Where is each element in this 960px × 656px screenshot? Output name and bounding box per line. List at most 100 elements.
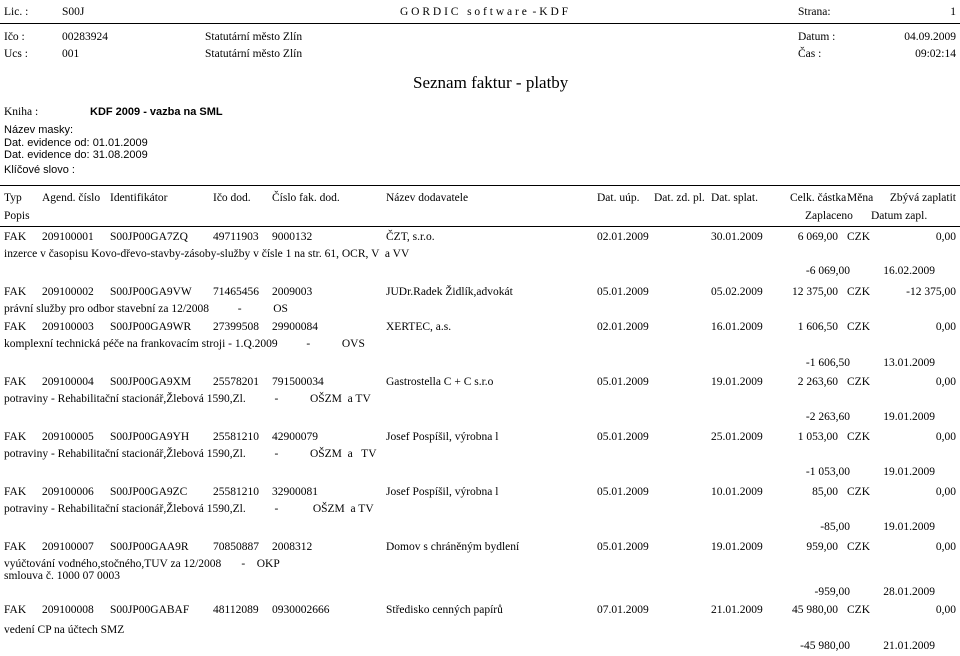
record-popis-2: smlouva č. 1000 07 0003 <box>4 570 120 582</box>
record-typ: FAK <box>4 431 27 443</box>
record-zbyva: -12 375,00 <box>906 286 956 298</box>
record-ico: 48112089 <box>213 604 259 616</box>
record-ident: S00JP00GA9XM <box>110 376 192 388</box>
record-uup: 07.01.2009 <box>597 604 649 616</box>
record-nazev: JUDr.Radek Židlík,advokát <box>386 286 513 298</box>
record-typ: FAK <box>4 231 27 243</box>
record-datum-zapl: 28.01.2009 <box>883 586 935 598</box>
record-mena: CZK <box>847 604 870 616</box>
record-zaplaceno: -2 263,60 <box>805 411 850 423</box>
col-zaplaceno: Zaplaceno <box>805 210 853 222</box>
lic-label: Lic. : <box>4 6 29 18</box>
record-cislo: 42900079 <box>272 431 318 443</box>
col-zdpl: Dat. zd. pl. <box>654 192 705 204</box>
record-popis: potraviny - Rehabilitační stacionář,Žleb… <box>4 393 371 405</box>
record-cislo: 0930002666 <box>272 604 330 616</box>
maska-label: Název masky: <box>4 124 74 136</box>
ico-label: Ičo : <box>4 31 25 43</box>
record-splat: 21.01.2009 <box>711 604 763 616</box>
record-popis: právní služby pro odbor stavební za 12/2… <box>4 303 288 315</box>
record-splat: 25.01.2009 <box>711 431 763 443</box>
record-zaplaceno: -85,00 <box>820 521 850 533</box>
record-ico: 25581210 <box>213 486 259 498</box>
software-name: G O R D I C s o f t w a r e - K D F <box>400 6 569 18</box>
record-mena: CZK <box>847 321 870 333</box>
kniha-label: Kniha : <box>4 106 39 118</box>
record-uup: 02.01.2009 <box>597 231 649 243</box>
record-zbyva: 0,00 <box>935 321 956 333</box>
record-ident: S00JP00GA9WR <box>110 321 192 333</box>
columns-top-divider <box>0 185 960 186</box>
record-agend: 209100004 <box>42 376 94 388</box>
record-typ: FAK <box>4 541 27 553</box>
record-typ: FAK <box>4 286 27 298</box>
record-ident: S00JP00GA7ZQ <box>110 231 188 243</box>
columns-bottom-divider <box>0 226 960 227</box>
record-castka: 6 069,00 <box>797 231 838 243</box>
evidence-to: Dat. evidence do: 31.08.2009 <box>4 149 148 161</box>
col-agend: Agend. číslo <box>42 192 101 204</box>
date-value: 04.09.2009 <box>904 31 956 43</box>
time-value: 09:02:14 <box>915 48 956 60</box>
record-cislo: 29900084 <box>272 321 318 333</box>
record-castka: 2 263,60 <box>797 376 838 388</box>
record-agend: 209100001 <box>42 231 94 243</box>
record-cislo: 9000132 <box>272 231 313 243</box>
kniha-value: KDF 2009 - vazba na SML <box>90 106 223 118</box>
record-zbyva: 0,00 <box>935 431 956 443</box>
invoice-record: FAK 209100006 S00JP00GA9ZC 25581210 3290… <box>0 486 960 541</box>
date-label: Datum : <box>798 31 836 43</box>
record-nazev: Josef Pospíšil, výrobna l <box>386 431 499 443</box>
page-label: Strana: <box>798 6 831 18</box>
record-zbyva: 0,00 <box>935 231 956 243</box>
col-cislo: Číslo fak. dod. <box>272 192 340 204</box>
record-zbyva: 0,00 <box>935 541 956 553</box>
col-datum-zapl: Datum zapl. <box>871 210 928 222</box>
record-nazev: Gastrostella C + C s.r.o <box>386 376 494 388</box>
record-mena: CZK <box>847 541 870 553</box>
record-ico: 27399508 <box>213 321 259 333</box>
page-number: 1 <box>950 6 956 18</box>
record-zaplaceno: -6 069,00 <box>805 265 850 277</box>
record-uup: 05.01.2009 <box>597 541 649 553</box>
record-castka: 85,00 <box>812 486 838 498</box>
organization-name: Statutární město Zlín <box>205 31 303 43</box>
record-ico: 25581210 <box>213 431 259 443</box>
record-ico: 49711903 <box>213 231 259 243</box>
keyword-label: Klíčové slovo : <box>4 164 75 176</box>
record-agend: 209100008 <box>42 604 94 616</box>
record-splat: 19.01.2009 <box>711 376 763 388</box>
record-cislo: 32900081 <box>272 486 318 498</box>
organization-name-2: Statutární město Zlín <box>205 48 303 60</box>
col-zbyva: Zbývá zaplatit <box>889 192 956 204</box>
col-ico: Ičo dod. <box>213 192 251 204</box>
invoice-record: FAK 209100007 S00JP00GAA9R 70850887 2008… <box>0 541 960 603</box>
record-mena: CZK <box>847 231 870 243</box>
record-zbyva: 0,00 <box>935 486 956 498</box>
record-datum-zapl: 13.01.2009 <box>883 357 935 369</box>
record-nazev: ČZT, s.r.o. <box>386 231 435 243</box>
record-agend: 209100006 <box>42 486 94 498</box>
record-splat: 30.01.2009 <box>711 231 763 243</box>
record-agend: 209100007 <box>42 541 94 553</box>
record-ident: S00JP00GA9ZC <box>110 486 188 498</box>
record-popis: inzerce v časopisu Kovo-dřevo-stavby-zás… <box>4 248 410 260</box>
report-title: Seznam faktur - platby <box>413 73 569 92</box>
record-datum-zapl: 21.01.2009 <box>883 640 935 652</box>
record-mena: CZK <box>847 286 870 298</box>
record-uup: 05.01.2009 <box>597 286 649 298</box>
ucs-label: Ucs : <box>4 48 28 60</box>
record-typ: FAK <box>4 321 27 333</box>
record-agend: 209100003 <box>42 321 94 333</box>
record-uup: 05.01.2009 <box>597 376 649 388</box>
record-castka: 1 053,00 <box>797 431 838 443</box>
record-zaplaceno: -959,00 <box>814 586 850 598</box>
record-agend: 209100002 <box>42 286 94 298</box>
record-uup: 02.01.2009 <box>597 321 649 333</box>
invoice-record: FAK 209100002 S00JP00GA9VW 71465456 2009… <box>0 286 960 321</box>
record-castka: 45 980,00 <box>792 604 838 616</box>
record-ico: 71465456 <box>213 286 259 298</box>
record-typ: FAK <box>4 604 27 616</box>
record-nazev: Josef Pospíšil, výrobna l <box>386 486 499 498</box>
record-ident: S00JP00GA9YH <box>110 431 190 443</box>
